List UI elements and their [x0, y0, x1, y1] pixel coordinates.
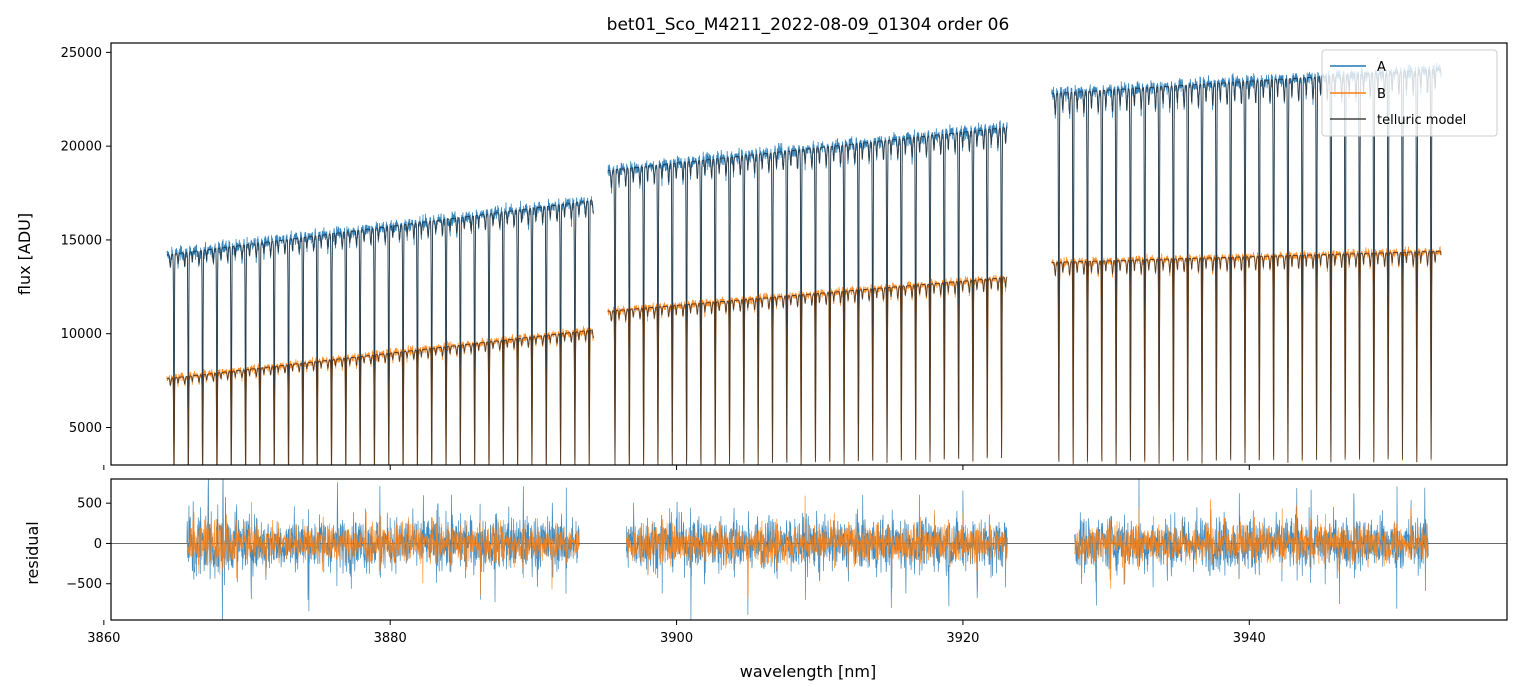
top-y-tick-label: 25000: [61, 46, 102, 61]
top-y-tick-label: 15000: [61, 233, 102, 248]
bottom-x-tick-label: 3880: [374, 631, 407, 646]
bottom-y-tick-label: 0: [94, 537, 102, 552]
x-axis-label: wavelength [nm]: [740, 662, 877, 681]
chart-title: bet01_Sco_M4211_2022-08-09_01304 order 0…: [607, 15, 1010, 35]
legend-label-b: B: [1377, 87, 1386, 102]
legend-label-a: A: [1377, 60, 1386, 75]
top-y-axis: 5000 10000 15000 20000 25000: [61, 46, 111, 436]
top-x-axis: [103, 465, 1250, 470]
telluric-model-b-segment-2: [607, 277, 1008, 465]
top-y-tick-label: 5000: [69, 421, 102, 436]
legend-label-model: telluric model: [1377, 113, 1466, 128]
top-y-tick-label: 20000: [61, 140, 102, 155]
legend: A B telluric model: [1321, 49, 1498, 137]
telluric-model-a-segment-2: [607, 127, 1008, 434]
bottom-x-tick-label: 3920: [946, 631, 979, 646]
telluric-model-b-segment-3: [1051, 250, 1442, 465]
bottom-x-tick-label: 3860: [87, 631, 120, 646]
bottom-panel: −500 0 500 3860 3880 3900 3920 3940 residual w…: [23, 478, 1508, 681]
top-panel: 5000 10000 15000 20000 25000 flux [ADU]: [15, 42, 1508, 470]
bottom-x-tick-label: 3900: [660, 631, 693, 646]
residual-b-segment-2: [626, 495, 1008, 597]
bottom-series-layer: [111, 479, 1507, 620]
bottom-x-axis: 3860 3880 3900 3920 3940: [87, 620, 1266, 646]
series-b-segment-2: [607, 274, 1008, 465]
residual-b-segment-1: [186, 502, 580, 596]
residual-b-segment-3: [1074, 499, 1429, 589]
top-y-tick-label: 10000: [61, 327, 102, 342]
bottom-x-tick-label: 3940: [1233, 631, 1266, 646]
series-b-segment-3: [1051, 246, 1442, 465]
legend-box: [1321, 49, 1498, 137]
bottom-y-tick-label: −500: [66, 577, 102, 592]
top-plot-frame: [110, 42, 1508, 466]
bottom-y-tick-label: 500: [77, 497, 102, 512]
bottom-plot-frame: [110, 478, 1508, 621]
top-series-layer: [166, 62, 1442, 465]
bottom-y-axis-label: residual: [23, 521, 42, 584]
top-y-axis-label: flux [ADU]: [15, 213, 34, 295]
telluric-model-b-segment-1: [166, 329, 594, 465]
telluric-model-a-segment-1: [166, 200, 594, 446]
bottom-y-axis: −500 0 500: [66, 497, 111, 592]
